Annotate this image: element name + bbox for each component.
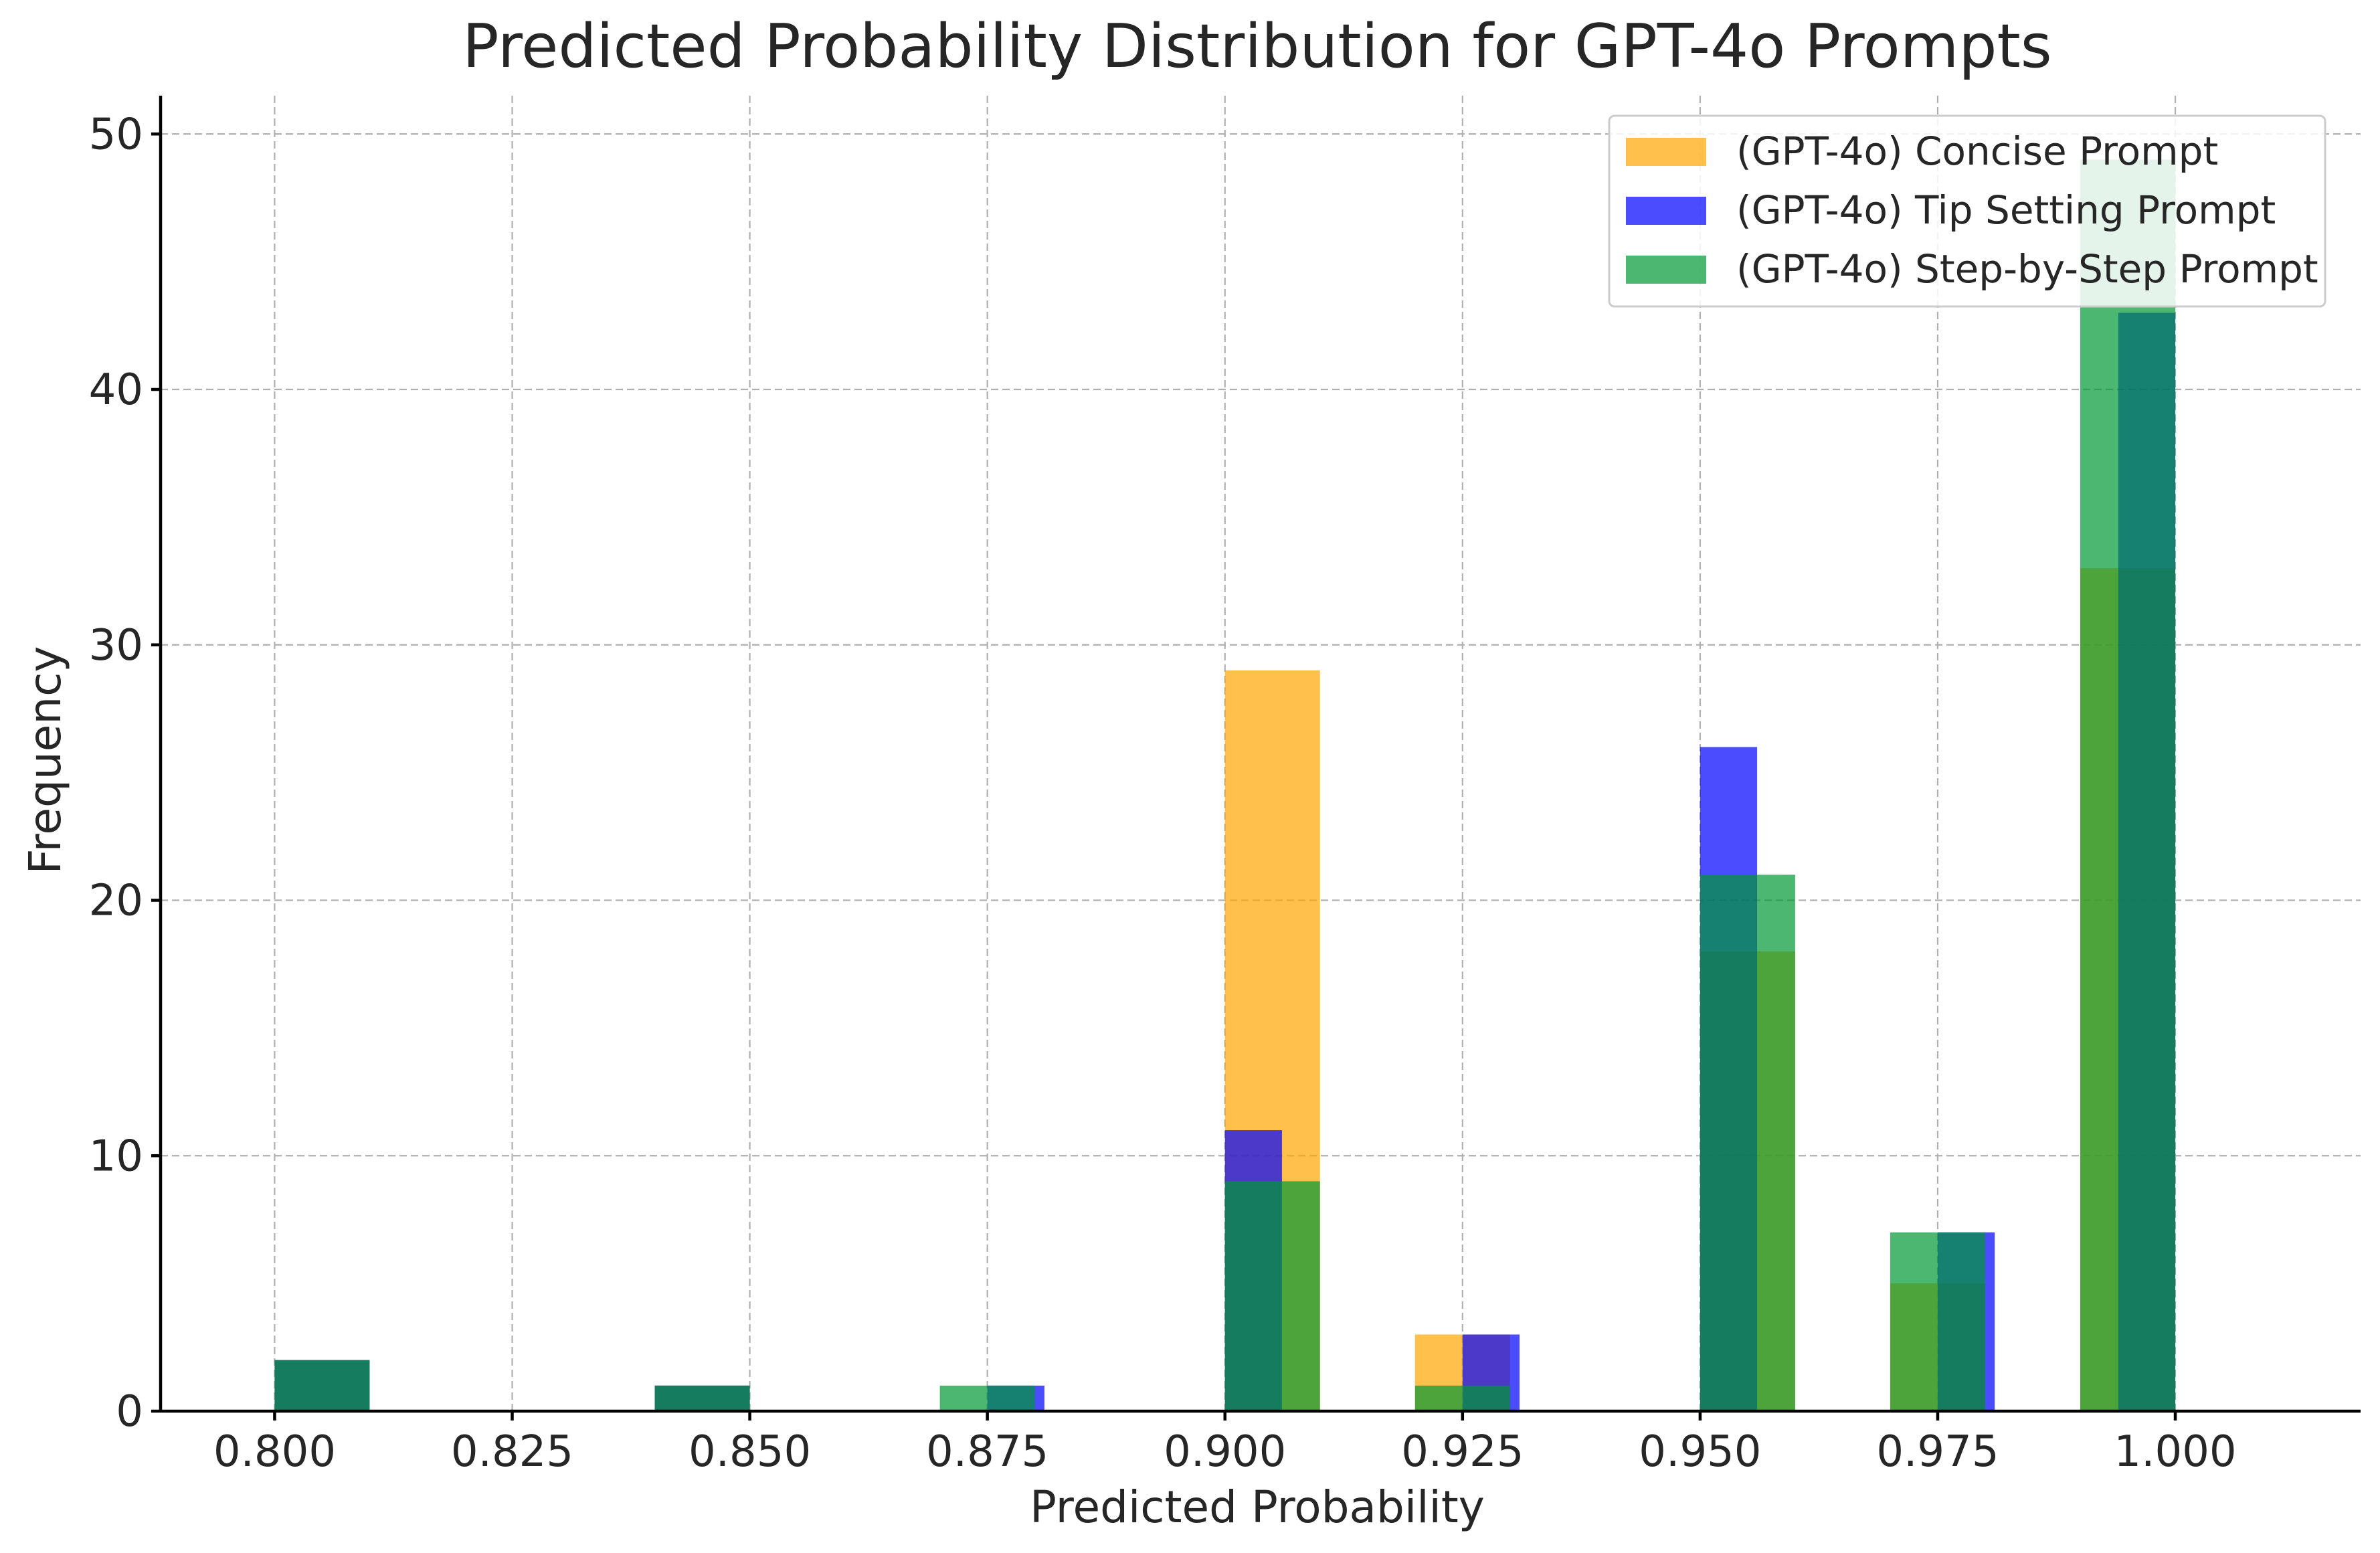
legend-frame (1608, 114, 2326, 308)
x-tick-label: 0.975 (1876, 1427, 1999, 1477)
y-tick-label: 30 (89, 621, 143, 670)
x-axis-title: Predicted Probability (1030, 1481, 1485, 1533)
y-tick-label: 20 (89, 877, 143, 926)
chart-title: Predicted Probability Distribution for G… (462, 11, 2051, 82)
bar-gpt-4o-step-by-step-prompt-5 (1700, 875, 1795, 1411)
bar-gpt-4o-step-by-step-prompt-6 (1890, 1232, 1985, 1411)
x-tick-label: 0.925 (1401, 1427, 1524, 1477)
y-tick-label: 0 (116, 1387, 143, 1437)
x-tick-label: 0.850 (689, 1427, 811, 1477)
legend: (GPT-4o) Concise Prompt (GPT-4o) Tip Set… (1608, 114, 2326, 308)
bars (274, 159, 2176, 1411)
x-tick-label: 0.800 (213, 1427, 336, 1477)
y-axis-title: Frequency (19, 646, 71, 875)
legend-swatch-tip-setting (1626, 197, 1706, 225)
x-tick-label: 0.875 (926, 1427, 1048, 1477)
x-tick-label: 0.950 (1639, 1427, 1761, 1477)
legend-swatch-step-by-step (1626, 256, 1706, 284)
x-tick-label: 0.900 (1164, 1427, 1286, 1477)
bar-gpt-4o-step-by-step-prompt-7 (2080, 159, 2176, 1411)
legend-label-tip-setting: (GPT-4o) Tip Setting Prompt (1736, 187, 2276, 233)
legend-swatch-concise (1626, 138, 1706, 166)
x-tick-label: 1.000 (2114, 1427, 2236, 1477)
bar-gpt-4o-step-by-step-prompt-0 (274, 1360, 370, 1411)
bar-gpt-4o-step-by-step-prompt-3 (1224, 1181, 1320, 1411)
ticks: 0.800 0.825 0.850 0.875 0.900 0.925 0.950 0.975… (89, 110, 2237, 1477)
bar-gpt-4o-step-by-step-prompt-1 (654, 1385, 750, 1411)
x-tick-label: 0.825 (451, 1427, 573, 1477)
legend-label-step-by-step: (GPT-4o) Step-by-Step Prompt (1736, 246, 2318, 292)
y-tick-label: 40 (89, 365, 143, 415)
bar-gpt-4o-step-by-step-prompt-4 (1414, 1385, 1510, 1411)
y-tick-label: 10 (89, 1131, 143, 1181)
legend-label-concise: (GPT-4o) Concise Prompt (1736, 128, 2218, 174)
y-tick-label: 50 (89, 110, 143, 159)
bar-gpt-4o-step-by-step-prompt-2 (939, 1385, 1035, 1411)
axes (159, 96, 2361, 1413)
